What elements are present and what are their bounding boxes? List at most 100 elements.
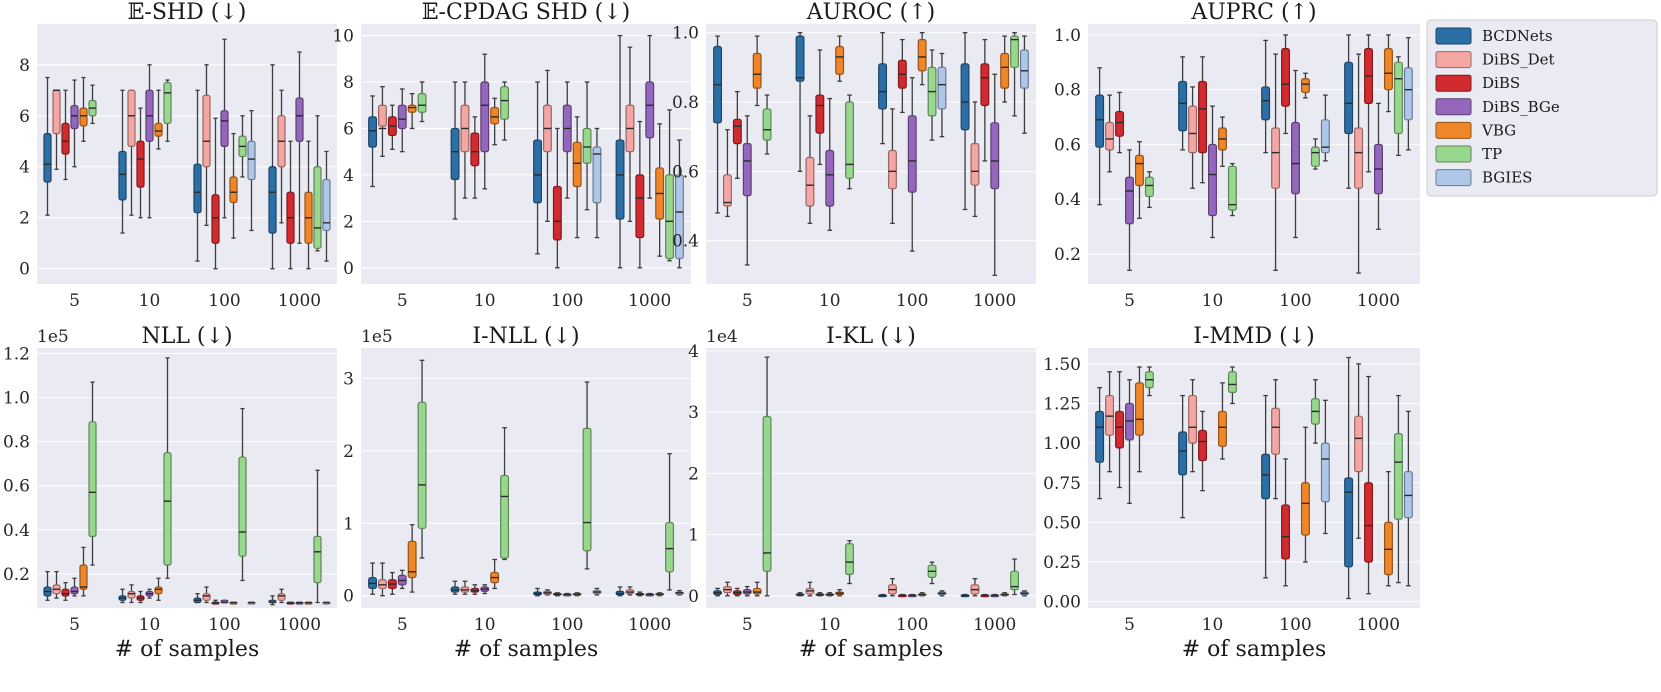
box-dibs-n1000 [980,38,990,162]
box-dibs-bge-n1000 [990,73,1000,276]
box-dibs-n10 [136,590,145,604]
legend-label: DiBS_BGe [1482,98,1560,116]
box-body [1310,146,1320,167]
box-body [500,86,510,120]
box-vbg-n5 [752,35,762,107]
box-dibs-n10 [1198,56,1208,184]
box-body [368,116,378,148]
box-bgies-n1000 [674,589,684,596]
box-bgies-n1000 [1403,37,1413,151]
y-tick-label: 1.2 [3,345,30,365]
box-bgies-n1000 [1019,590,1029,597]
box-body [1227,165,1237,211]
legend-swatch [1435,145,1472,163]
x-tick-label: 5 [1124,615,1135,635]
box-tp-n5 [417,359,427,559]
box-dibs-det-n10 [127,89,136,216]
box-body [450,127,460,181]
box-body [1364,482,1374,563]
box-vbg-n5 [79,546,88,597]
box-body [500,474,510,559]
box-bcdnets-n1000 [268,595,277,606]
box-body [1383,48,1393,91]
box-body [762,415,772,572]
box-dibs-bge-n5 [70,79,79,168]
box-body [1125,176,1134,225]
box-dibs-n5 [387,104,397,151]
box-dibs-bge-n5 [742,115,752,266]
box-tp-n5 [762,94,772,155]
box-bcdnets-n1000 [960,32,970,211]
box-body [1354,127,1364,189]
x-tick-label: 100 [1279,615,1311,635]
y-tick-label: 0.6 [3,477,30,497]
box-dibs-bge-n5 [70,577,79,597]
box-dibs-bge-n100 [907,77,917,252]
box-body [1393,61,1403,135]
box-dibs-det-n100 [887,108,897,224]
x-tick-label: 1000 [973,291,1016,311]
box-body [1115,110,1125,137]
box-bgies-n100 [592,127,602,239]
box-dibs-bge-n1000 [295,601,304,605]
box-body [277,593,286,601]
box-dibs-det-n10 [805,115,815,224]
box-dibs-n10 [815,592,825,597]
box-body [582,427,592,552]
box-dibs-det-n1000 [1354,363,1364,539]
box-dibs-n10 [1198,410,1208,492]
box-bcdnets-n10 [795,32,805,172]
box-body [470,132,480,167]
box-vbg-n5 [407,524,417,593]
plot-background [37,348,337,608]
box-bcdnets-n1000 [615,34,625,269]
box-body [295,97,304,142]
box-vbg-n10 [835,35,845,82]
box-body [805,156,815,207]
box-tp-n5 [762,356,772,597]
box-tp-n10 [500,81,510,141]
box-tp-n5 [1144,171,1154,209]
box-vbg-n10 [154,577,163,601]
axis-offset-label: 1e4 [706,327,738,347]
box-vbg-n100 [572,592,582,597]
box-dibs-n1000 [286,140,295,270]
box-body [722,174,732,207]
box-dibs-det-n5 [1105,371,1115,473]
y-tick-label: 10 [332,27,354,47]
box-body [937,66,947,110]
box-body [1134,154,1144,187]
y-tick-label: 8 [19,56,30,76]
box-tp-n100 [1310,379,1320,444]
legend-swatch [1435,27,1472,45]
y-tick-label: 4 [688,342,699,362]
legend: BCDNets DiBS_Det DiBS DiBS_BGe VBG TP BGIES [1426,19,1658,197]
box-body [1217,410,1227,447]
x-tick-label: 1000 [628,615,671,635]
x-tick-label: 1000 [1357,615,1400,635]
x-tick-label: 100 [551,291,583,311]
box-dibs-det-n100 [1271,53,1281,271]
box-dibs-bge-n10 [145,588,154,599]
box-bgies-n100 [937,590,947,597]
box-vbg-n5 [407,92,417,130]
box-dibs-bge-n100 [220,38,229,219]
box-body [1344,477,1354,568]
box-body [615,139,625,220]
box-bcdnets-n10 [450,81,460,220]
box-vbg-n10 [490,97,500,146]
box-tp-n1000 [1010,558,1020,596]
box-dibs-n100 [552,127,562,269]
box-body [645,81,655,139]
box-body [1144,176,1154,198]
box-dibs-n100 [1281,34,1291,135]
box-dibs-det-n10 [1188,379,1198,473]
box-tp-n1000 [313,469,322,604]
box-dibs-n100 [1281,458,1291,587]
box-body [61,588,70,597]
box-vbg-n10 [835,588,845,597]
box-bcdnets-n100 [193,89,202,262]
box-body [313,535,322,584]
box-dibs-det-n5 [377,562,387,597]
